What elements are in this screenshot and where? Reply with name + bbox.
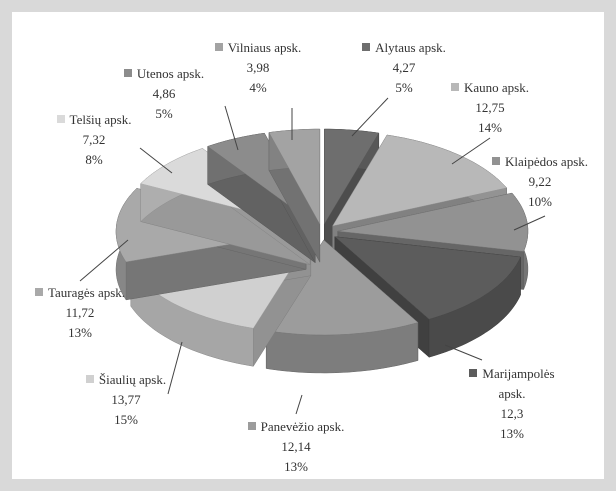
legend-swatch: [85, 375, 94, 383]
legend-entry: Panevėžio apsk.: [231, 417, 361, 437]
category-name: Utenos apsk.: [136, 66, 205, 81]
data-label: Panevėžio apsk. 12,14 13%: [231, 417, 361, 477]
leader-line: [79, 239, 129, 282]
legend-entry: Telšių apsk.: [39, 110, 149, 130]
value-label: 11,72: [65, 305, 95, 320]
legend-entry: Šiaulių apsk.: [71, 370, 181, 390]
leader-line: [444, 344, 483, 361]
legend-swatch: [451, 83, 459, 91]
legend-swatch: [123, 69, 132, 77]
slice-top: [332, 134, 508, 227]
legend-swatch: [491, 157, 500, 165]
value-label: 3,98: [246, 60, 270, 75]
slice-top: [334, 236, 521, 320]
slice-top: [324, 128, 380, 226]
slice-top: [337, 192, 529, 252]
value-label: 13,77: [111, 392, 141, 407]
leader-line: [167, 341, 183, 395]
data-label: Klaipėdos apsk. 9,22 10%: [485, 152, 595, 212]
leader-line: [295, 394, 303, 415]
category-name: Alytaus apsk.: [375, 40, 446, 55]
legend-entry: Kauno apsk.: [435, 78, 545, 98]
pie-slice: [268, 128, 321, 264]
category-name: Klaipėdos apsk.: [504, 154, 589, 169]
leader-line: [513, 215, 546, 231]
value-label: 4,86: [152, 86, 176, 101]
value-label: 12,3: [500, 406, 524, 421]
category-name: Telšių apsk.: [69, 112, 132, 127]
legend-entry: Utenos apsk.: [109, 64, 219, 84]
category-name: Tauragės apsk.: [47, 285, 126, 300]
value-label: 12,14: [281, 439, 311, 454]
data-label: Marijampolės apsk. 12,3 13%: [467, 364, 557, 444]
data-label: Tauragės apsk. 11,72 13%: [15, 283, 145, 343]
value-label: 7,32: [82, 132, 106, 147]
data-label: Vilniaus apsk. 3,98 4%: [203, 38, 313, 98]
leader-line: [224, 105, 239, 151]
value-label: 9,22: [528, 174, 552, 189]
legend-swatch: [56, 115, 65, 123]
category-name: Kauno apsk.: [464, 80, 529, 95]
data-label: Šiaulių apsk. 13,77 15%: [71, 370, 181, 430]
slice-top: [268, 128, 321, 226]
legend-entry: Alytaus apsk.: [344, 38, 464, 58]
category-name: Marijampolės apsk.: [482, 366, 555, 401]
percent-label: 13%: [500, 426, 524, 441]
percent-label: 5%: [395, 80, 413, 95]
data-label: Alytaus apsk. 4,27 5%: [344, 38, 464, 98]
legend-entry: Marijampolės apsk.: [467, 364, 557, 404]
percent-label: 13%: [284, 459, 308, 474]
percent-label: 8%: [85, 152, 103, 167]
legend-entry: Tauragės apsk.: [15, 283, 145, 303]
slice-top: [265, 239, 419, 336]
legend-swatch: [34, 288, 43, 296]
legend-swatch: [362, 43, 371, 51]
value-label: 4,27: [392, 60, 416, 75]
data-label: Kauno apsk. 12,75 14%: [435, 78, 545, 138]
legend-entry: Klaipėdos apsk.: [485, 152, 595, 172]
category-name: Vilniaus apsk.: [227, 40, 302, 55]
legend-entry: Vilniaus apsk.: [203, 38, 313, 58]
percent-label: 10%: [528, 194, 552, 209]
leader-line: [139, 147, 173, 174]
percent-label: 13%: [68, 325, 92, 340]
percent-label: 15%: [114, 412, 138, 427]
data-label: Telšių apsk. 7,32 8%: [39, 110, 149, 170]
legend-swatch: [469, 369, 478, 377]
data-label: Utenos apsk. 4,86 5%: [109, 64, 219, 124]
leader-line: [451, 137, 491, 165]
value-label: 12,75: [475, 100, 505, 115]
percent-label: 14%: [478, 120, 502, 135]
percent-label: 4%: [249, 80, 267, 95]
legend-swatch: [247, 422, 256, 430]
percent-label: 5%: [155, 106, 173, 121]
leader-line: [351, 97, 389, 137]
legend-swatch: [214, 43, 223, 51]
category-name: Panevėžio apsk.: [260, 419, 345, 434]
category-name: Šiaulių apsk.: [98, 372, 167, 387]
